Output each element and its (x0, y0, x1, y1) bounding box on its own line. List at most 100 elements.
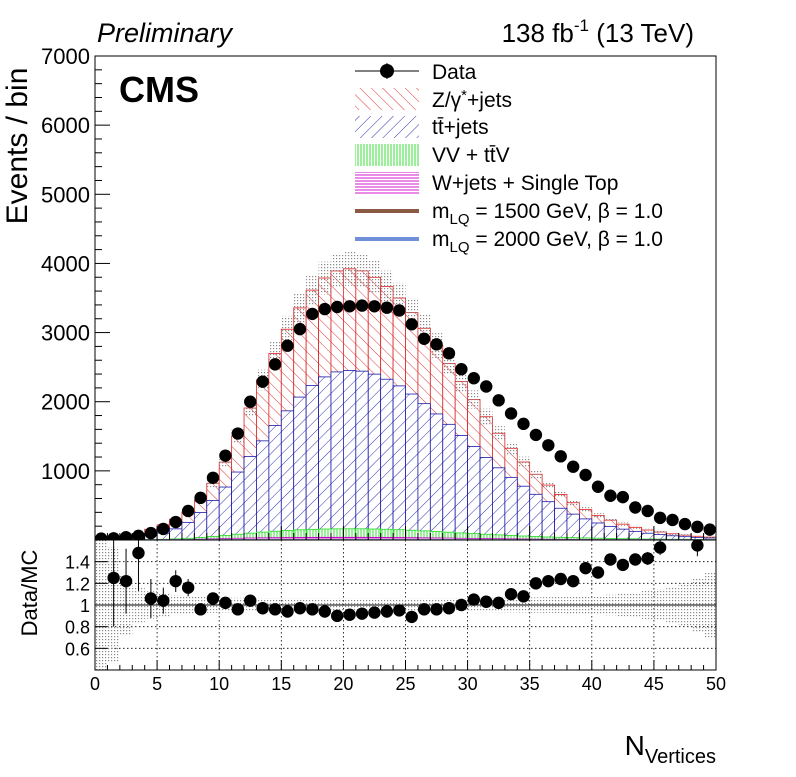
bar-ttbar-bin (281, 411, 293, 540)
legend-lq2000-label: mLQ = 2000 GeV, β = 1.0 (432, 228, 663, 256)
bar-ttbar-bin (567, 514, 579, 540)
data-point (517, 418, 529, 430)
ratio-point (480, 596, 492, 608)
bar-ttbar-bin (480, 458, 492, 540)
legend-vv-swatch (355, 144, 419, 166)
x-tick-label: 10 (209, 674, 229, 694)
ratio-point (517, 590, 529, 602)
y-axis-label: Events / bin (1, 68, 34, 225)
ratio-point (393, 604, 405, 616)
legend-ttbar-swatch (355, 116, 419, 138)
ratio-y-tick-label: 1.2 (65, 574, 90, 594)
bar-ttbar-bin (592, 523, 604, 540)
ratio-point (542, 575, 554, 587)
data-point (505, 407, 517, 419)
lumi-value: 138 fb (502, 18, 574, 48)
data-point (256, 375, 268, 387)
ratio-y-tick-label: 1.4 (65, 553, 90, 573)
bar-ttbar-bin (170, 529, 182, 540)
x-tick-label: 50 (706, 674, 726, 694)
bar-ttbar-bin (356, 371, 368, 540)
ratio-point (157, 594, 169, 606)
data-point (368, 300, 380, 312)
data-point (492, 394, 504, 406)
data-point (567, 461, 579, 473)
mc-uncertainty-bin (641, 529, 653, 532)
x-tick-label: 20 (333, 674, 353, 694)
bar-ttbar-bin (182, 522, 194, 540)
mc-uncertainty-bin (704, 536, 716, 538)
data-point (343, 300, 355, 312)
main-y-tick-label: 3000 (41, 321, 90, 346)
mc-uncertainty-bin (555, 491, 567, 498)
data-point (679, 518, 691, 530)
cms-logo-text: CMS (119, 69, 199, 110)
data-point (232, 427, 244, 439)
mc-uncertainty-bin (468, 390, 480, 408)
ratio-point (430, 603, 442, 615)
mc-uncertainty-bin (592, 513, 604, 517)
x-tick-label: 40 (582, 674, 602, 694)
mc-uncertainty-bin (617, 523, 629, 526)
data-point (356, 299, 368, 311)
bar-ttbar-bin (294, 397, 306, 540)
bar-ttbar-bin (306, 386, 318, 540)
ratio-point (207, 592, 219, 604)
ratio-point (468, 593, 480, 605)
ratio-point (256, 602, 268, 614)
bar-ttbar-bin (517, 486, 529, 540)
data-point (381, 301, 393, 313)
mc-uncertainty-bin (666, 533, 678, 535)
ratio-point (145, 592, 157, 604)
bar-ttbar-bin (319, 377, 331, 540)
bar-ttbar-bin (269, 425, 281, 540)
mc-uncertainty-bin (281, 316, 293, 343)
ratio-point (356, 607, 368, 619)
ratio-point (455, 599, 467, 611)
bar-ttbar-bin (194, 513, 206, 540)
bar-ttbar-bin (455, 435, 467, 540)
x-tick-label: 35 (520, 674, 540, 694)
bar-ttbar-bin (393, 386, 405, 540)
x-tick-label: 45 (644, 674, 664, 694)
data-point (120, 531, 132, 543)
bar-ttbar-bin (207, 501, 219, 540)
data-point (331, 301, 343, 313)
legend-lq2000-pre: m (432, 228, 450, 251)
x-axis-label-sub: Vertices (645, 746, 716, 768)
ratio-point (194, 603, 206, 615)
ratio-point (604, 553, 616, 565)
legend-wjets-swatch (355, 172, 419, 194)
ratio-point (182, 581, 194, 593)
legend-lq1500-pre: m (432, 200, 450, 223)
bar-ttbar-bin (219, 487, 231, 540)
bar-ttbar-bin (604, 526, 616, 540)
legend-zjets-swatch (355, 88, 419, 110)
legend-zjets-label-pre: Z/γ (432, 89, 462, 112)
ratio-point (269, 603, 281, 615)
mc-uncertainty-bin (356, 254, 368, 288)
legend-lq1500-sub: LQ (450, 211, 470, 228)
bar-ttbar-bin (331, 372, 343, 540)
data-point (269, 358, 281, 370)
data-point (530, 429, 542, 441)
ratio-point (555, 573, 567, 585)
legend-entry-wjets: W+jets + Single Top (355, 172, 618, 195)
data-point (455, 363, 467, 375)
mc-uncertainty-bin (480, 409, 492, 425)
preliminary-label: Preliminary (97, 18, 234, 48)
ratio-point (170, 575, 182, 587)
legend-entry-vv: VV + tt̄V (355, 144, 510, 167)
data-point (666, 514, 678, 526)
data-point (219, 449, 231, 461)
ratio-point (530, 577, 542, 589)
bar-ttbar-bin (343, 370, 355, 540)
bar-ttbar-bin (244, 456, 256, 540)
ratio-point (232, 603, 244, 615)
mc-uncertainty-bin (331, 254, 343, 288)
legend-vv-label: VV + tt̄V (432, 144, 510, 167)
data-point (207, 472, 219, 484)
legend-entry-ttbar: tt̄+jets (355, 116, 489, 139)
ratio-point (406, 611, 418, 623)
